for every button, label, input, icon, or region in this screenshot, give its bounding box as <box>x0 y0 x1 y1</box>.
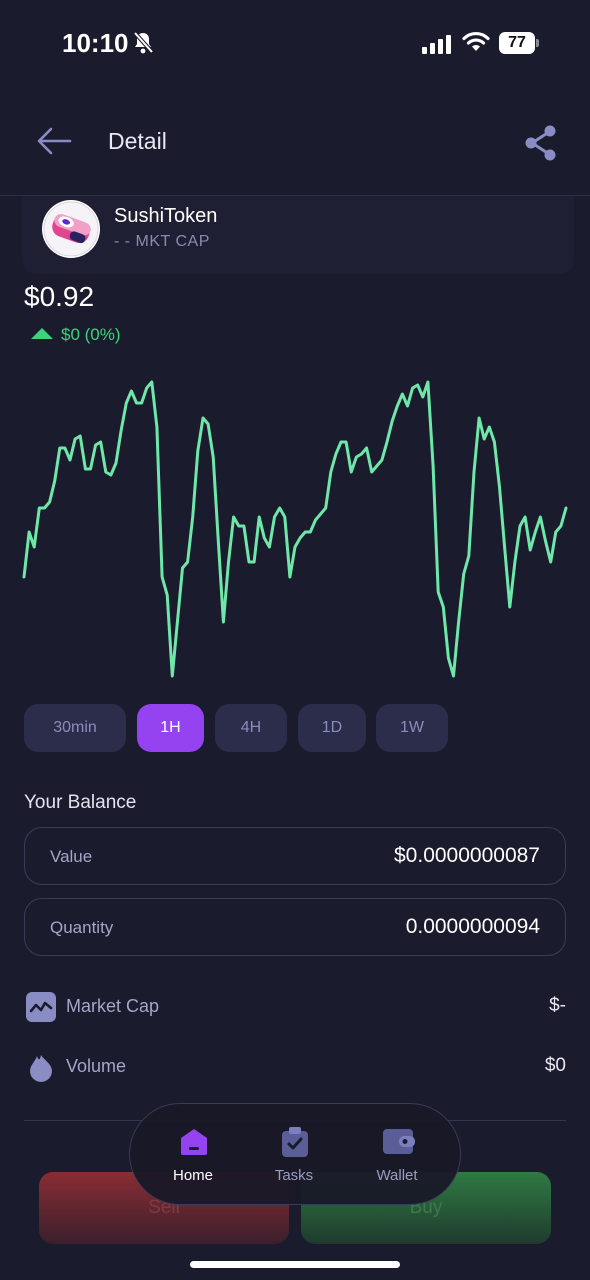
period-30min-button[interactable]: 30min <box>24 704 126 752</box>
market-cap-row: Market Cap $- <box>24 990 566 1024</box>
tab-home[interactable]: Home <box>148 1104 238 1206</box>
tab-tasks-label: Tasks <box>274 1167 314 1184</box>
sushi-logo-icon <box>43 201 99 257</box>
page-title: Detail <box>108 128 167 154</box>
up-triangle-icon <box>31 328 53 339</box>
token-price: $0.92 <box>24 281 95 312</box>
status-bar: 10:10 77 <box>0 0 590 88</box>
period-1d-button[interactable]: 1D <box>298 704 366 752</box>
signal-icon <box>422 35 451 54</box>
balance-value-label: Value <box>50 847 93 866</box>
bottom-tab-bar: Home Tasks Wallet <box>129 1103 461 1205</box>
price-line-series <box>22 380 568 678</box>
drop-icon <box>30 1055 52 1082</box>
wifi-icon <box>462 31 490 51</box>
token-market-cap: - - MKT CAP <box>114 233 210 250</box>
tab-wallet[interactable]: Wallet <box>352 1104 442 1206</box>
clipboard-check-icon <box>282 1127 308 1157</box>
market-cap-label: Market Cap <box>66 996 160 1016</box>
home-icon <box>181 1129 207 1155</box>
home-indicator <box>190 1261 400 1268</box>
token-card: SushiToken - - MKT CAP <box>22 196 574 274</box>
balance-quantity: 0.0000000094 <box>405 915 540 938</box>
header: Detail <box>0 88 590 196</box>
volume-value: $0 <box>544 1055 566 1076</box>
battery-level: 77 <box>499 32 535 54</box>
back-arrow-icon[interactable] <box>36 126 72 156</box>
bell-muted-icon <box>133 31 154 54</box>
tab-home-label: Home <box>172 1167 213 1184</box>
share-icon[interactable] <box>524 124 558 162</box>
token-name: SushiToken <box>114 205 218 227</box>
tab-tasks[interactable]: Tasks <box>249 1104 339 1206</box>
balance-title: Your Balance <box>24 792 137 813</box>
battery-indicator: 77 <box>499 32 539 54</box>
token-logo <box>42 200 100 258</box>
balance-value-row: Value $0.0000000087 <box>24 827 566 885</box>
tab-wallet-label: Wallet <box>376 1167 418 1184</box>
price-change-value: $0 (0%) <box>61 325 121 344</box>
volume-row: Volume $0 <box>24 1050 566 1084</box>
period-4h-button[interactable]: 4H <box>215 704 287 752</box>
wallet-icon <box>383 1129 415 1154</box>
balance-value: $0.0000000087 <box>394 844 540 867</box>
balance-quantity-row: Quantity 0.0000000094 <box>24 898 566 956</box>
battery-tip <box>536 39 539 47</box>
chart-trend-icon <box>26 992 56 1022</box>
price-change: $0 (0%) <box>31 325 121 345</box>
period-1w-button[interactable]: 1W <box>376 704 448 752</box>
market-cap-value: $- <box>549 995 566 1016</box>
period-1h-button[interactable]: 1H <box>137 704 204 752</box>
balance-quantity-label: Quantity <box>50 918 114 937</box>
price-chart[interactable] <box>0 360 590 700</box>
volume-label: Volume <box>66 1056 127 1076</box>
status-time: 10:10 <box>62 28 129 58</box>
